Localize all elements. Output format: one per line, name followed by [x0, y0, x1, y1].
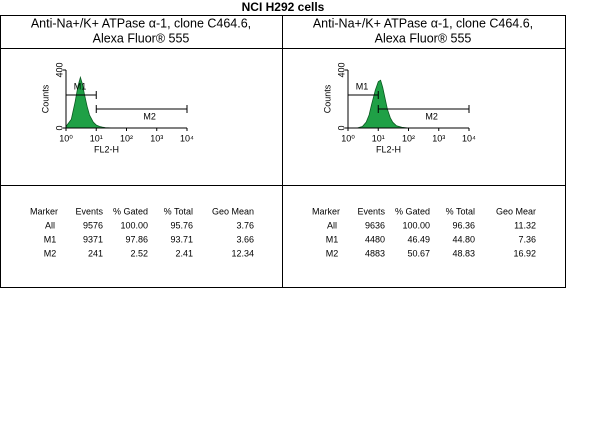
table-cell: 11.32: [514, 220, 536, 230]
x-tick-label: 10⁴: [180, 133, 194, 143]
table-cell: 9636: [365, 220, 385, 230]
table-cell: 97.86: [125, 234, 148, 244]
table-cell: 100.00: [402, 220, 430, 230]
table-cell: 2.52: [130, 248, 148, 258]
table-cell: All: [45, 220, 55, 230]
table-cell: 7.36: [518, 234, 536, 244]
table-cell: 2.41: [175, 248, 193, 258]
table-header: Geo Mear: [496, 206, 536, 216]
x-axis-label: FL2-H: [376, 144, 401, 154]
table-header: % Gated: [395, 206, 430, 216]
x-tick-label: 10²: [120, 133, 133, 143]
table-cell: 9371: [83, 234, 103, 244]
table-cell: 95.76: [170, 220, 193, 230]
table-cell: 3.66: [236, 234, 254, 244]
x-axis-label: FL2-H: [94, 144, 119, 154]
x-tick-label: 10¹: [372, 133, 385, 143]
table-cell: 48.83: [452, 248, 475, 258]
panel-header: Alexa Fluor® 555: [375, 31, 472, 45]
table-cell: 12.34: [231, 248, 254, 258]
x-tick-label: 10³: [432, 133, 445, 143]
table-cell: 93.71: [170, 234, 193, 244]
table-header: Marker: [30, 206, 58, 216]
table-cell: 4883: [365, 248, 385, 258]
table-header: Events: [357, 206, 385, 216]
table-cell: 9576: [83, 220, 103, 230]
x-tick-label: 10⁰: [341, 133, 355, 143]
table-cell: 44.80: [452, 234, 475, 244]
y-axis-label: Counts: [40, 84, 50, 113]
y-axis-label: Counts: [322, 84, 332, 113]
table-cell: 241: [88, 248, 103, 258]
y-tick-label: 0: [336, 125, 346, 130]
table-header: Marker: [312, 206, 340, 216]
gate-label: M1: [74, 81, 87, 91]
table-cell: 16.92: [513, 248, 536, 258]
table-cell: M1: [44, 234, 57, 244]
panel-header: Anti-Na+/K+ ATPase α-1, clone C464.6,: [31, 16, 251, 30]
table-cell: 4480: [365, 234, 385, 244]
panel-header: Anti-Na+/K+ ATPase α-1, clone C464.6,: [313, 16, 533, 30]
table-header: Events: [75, 206, 103, 216]
histogram-area: [356, 79, 409, 129]
x-tick-label: 10¹: [90, 133, 103, 143]
x-tick-label: 10³: [150, 133, 163, 143]
table-header: % Total: [164, 206, 193, 216]
table-header: Geo Mean: [212, 206, 254, 216]
gate-label: M2: [143, 111, 156, 121]
table-cell: 100.00: [120, 220, 148, 230]
table-cell: M2: [326, 248, 339, 258]
y-tick-label: 400: [54, 62, 64, 77]
gate-label: M2: [425, 111, 438, 121]
table-cell: All: [327, 220, 337, 230]
table-cell: 46.49: [407, 234, 430, 244]
table-cell: 50.67: [407, 248, 430, 258]
table-cell: M2: [44, 248, 57, 258]
gate-label: M1: [356, 81, 369, 91]
y-tick-label: 400: [336, 62, 346, 77]
table-cell: 96.36: [452, 220, 475, 230]
figure-title: NCI H292 cells: [242, 0, 325, 14]
panel-header: Alexa Fluor® 555: [93, 31, 190, 45]
table-header: % Total: [446, 206, 475, 216]
x-tick-label: 10⁴: [462, 133, 476, 143]
x-tick-label: 10²: [402, 133, 415, 143]
table-cell: M1: [326, 234, 339, 244]
x-tick-label: 10⁰: [59, 133, 73, 143]
y-tick-label: 0: [54, 125, 64, 130]
table-header: % Gated: [113, 206, 148, 216]
table-cell: 3.76: [236, 220, 254, 230]
